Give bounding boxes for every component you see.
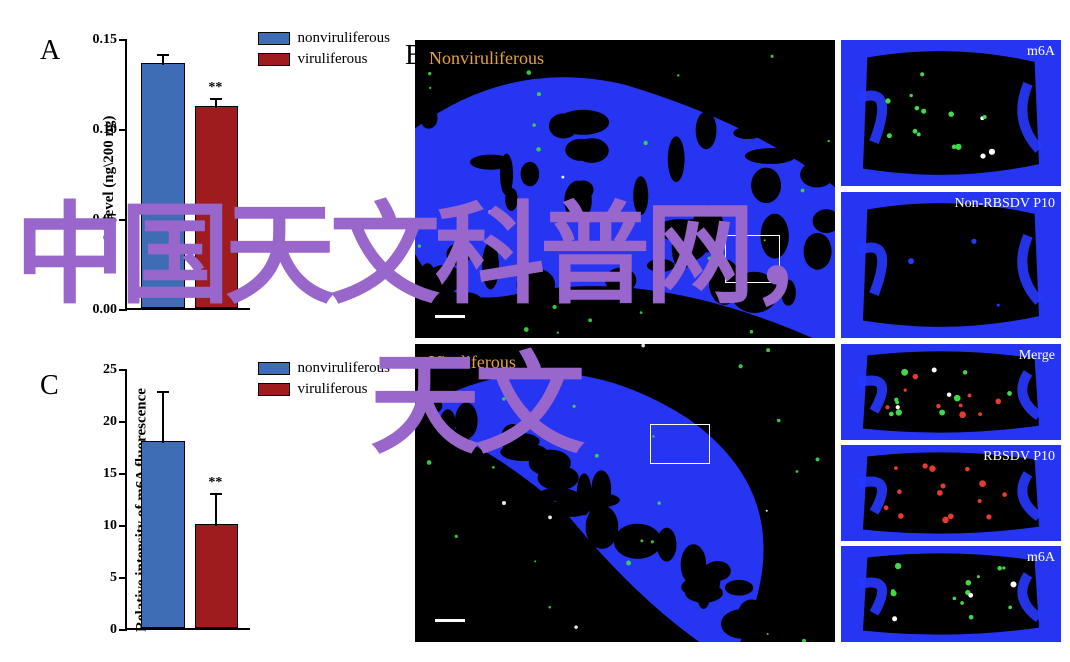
roi-box (725, 235, 780, 283)
ytick-label: 5 (110, 570, 117, 586)
panel-b: Nonviruliferous Viruliferous m6A Non-RBSDV … (415, 40, 1065, 650)
microscopy-title: Viruliferous (429, 352, 516, 373)
error-bar (215, 493, 217, 526)
microscopy-main-vir: Viruliferous (415, 344, 835, 642)
microscopy-thumb: Merge (841, 344, 1061, 440)
legend-item: nonviruliferous (258, 360, 390, 377)
ytick-label: 15 (103, 466, 117, 482)
ytick-label: 10 (103, 518, 117, 534)
ytick (119, 219, 127, 221)
ytick-label: 20 (103, 414, 117, 430)
legend-label: viruliferous (298, 381, 368, 398)
ytick-label: 0.15 (93, 32, 118, 48)
error-cap (157, 54, 169, 56)
legend-label: nonviruliferous (298, 360, 390, 377)
error-cap (157, 391, 169, 393)
microscopy-thumb-label: RBSDV P10 (983, 449, 1055, 465)
ytick (119, 309, 127, 311)
chart-a: m6A level (ng\200 ng) 0.000.050.100.15**… (50, 30, 390, 340)
error-cap (210, 493, 222, 495)
ytick (119, 421, 127, 423)
bar-viruliferous (195, 524, 239, 628)
microscopy-thumb-label: Non-RBSDV P10 (955, 196, 1056, 212)
bar-nonviruliferous (141, 441, 185, 628)
ytick (119, 525, 127, 527)
microscopy-thumb: RBSDV P10 (841, 445, 1061, 541)
microscopy-thumb-label: Merge (1019, 348, 1055, 364)
roi-box (650, 424, 710, 464)
chart-c-legend: nonviruliferous viruliferous (258, 360, 390, 402)
microscopy-thumb-label: m6A (1027, 44, 1055, 60)
bar-nonviruliferous (141, 63, 185, 308)
ytick (119, 129, 127, 131)
ytick-label: 0.05 (93, 212, 118, 228)
legend-item: viruliferous (258, 51, 390, 68)
ytick (119, 369, 127, 371)
ytick (119, 39, 127, 41)
ytick (119, 629, 127, 631)
chart-c: Relative intensity of m6A fluorescence 0… (50, 360, 390, 660)
ytick-label: 0 (110, 622, 117, 638)
ytick (119, 473, 127, 475)
microscopy-main-nonvir: Nonviruliferous (415, 40, 835, 338)
microscopy-thumb: m6A (841, 40, 1061, 186)
legend-swatch (258, 383, 290, 396)
bar-viruliferous (195, 106, 239, 308)
significance-mark: ** (208, 475, 222, 491)
significance-mark: ** (208, 80, 222, 96)
legend-item: viruliferous (258, 381, 390, 398)
ytick-label: 25 (103, 362, 117, 378)
ytick (119, 577, 127, 579)
scale-bar (435, 619, 465, 622)
microscopy-title: Nonviruliferous (429, 48, 544, 69)
chart-a-plot: 0.000.050.100.15** (125, 40, 250, 310)
legend-label: viruliferous (298, 51, 368, 68)
chart-c-plot: 0510152025** (125, 370, 250, 630)
microscopy-thumb: m6A (841, 546, 1061, 642)
legend-item: nonviruliferous (258, 30, 390, 47)
legend-swatch (258, 53, 290, 66)
error-bar (162, 391, 164, 443)
ytick-label: 0.00 (93, 302, 118, 318)
legend-label: nonviruliferous (298, 30, 390, 47)
legend-swatch (258, 32, 290, 45)
microscopy-thumb: Non-RBSDV P10 (841, 192, 1061, 338)
scale-bar (435, 315, 465, 318)
legend-swatch (258, 362, 290, 375)
error-cap (210, 98, 222, 100)
ytick-label: 0.10 (93, 122, 118, 138)
chart-a-legend: nonviruliferous viruliferous (258, 30, 390, 72)
microscopy-thumb-label: m6A (1027, 550, 1055, 566)
